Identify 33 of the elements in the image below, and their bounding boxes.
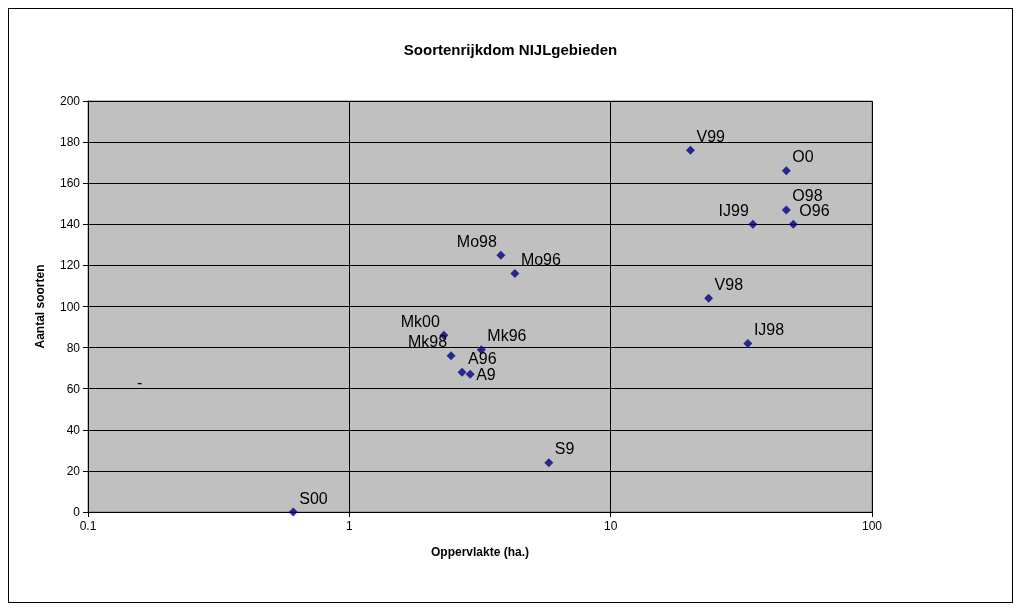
y-tick-label: 0 [73,505,81,519]
y-tick-label: 20 [66,463,81,478]
annotation: S00 [299,489,328,507]
annotation: V98 [714,275,744,293]
annotation: Mk98 [407,333,448,351]
y-tick-label: 100 [59,299,81,314]
annotation: Mo96 [520,251,561,269]
annotation: A9 [476,365,496,383]
x-tick-label: 100 [861,519,883,533]
annotation: V99 [696,127,726,145]
annotation: IJ99 [718,201,749,219]
y-tick-label: 140 [59,217,81,232]
annotation: Mk96 [487,327,527,345]
annotation: Mo98 [456,232,497,250]
annotation: IJ98 [753,320,785,338]
y-tick-label: 40 [66,422,81,437]
y-axis-title: Aantal soorten [33,264,47,349]
y-tick-label: 60 [66,381,81,396]
y-tick-label: 200 [59,94,81,108]
y-tick-label: 180 [59,135,81,150]
x-axis-title: Oppervlakte (ha.) [430,545,530,559]
y-tick-label: 80 [66,340,81,355]
annotation: O0 [792,148,814,166]
annotation: - [137,373,143,391]
annotation: A96 [468,349,497,367]
annotation: Mk00 [400,312,440,330]
x-tick-label: 0.1 [79,519,97,533]
x-tick-label: 1 [345,519,353,533]
y-tick-label: 120 [59,258,81,273]
annotation: S9 [554,440,575,458]
y-tick-label: 160 [59,176,81,191]
chart-title: Soortenrijkdom NIJLgebieden [403,41,618,58]
x-tick-label: 10 [603,519,618,533]
